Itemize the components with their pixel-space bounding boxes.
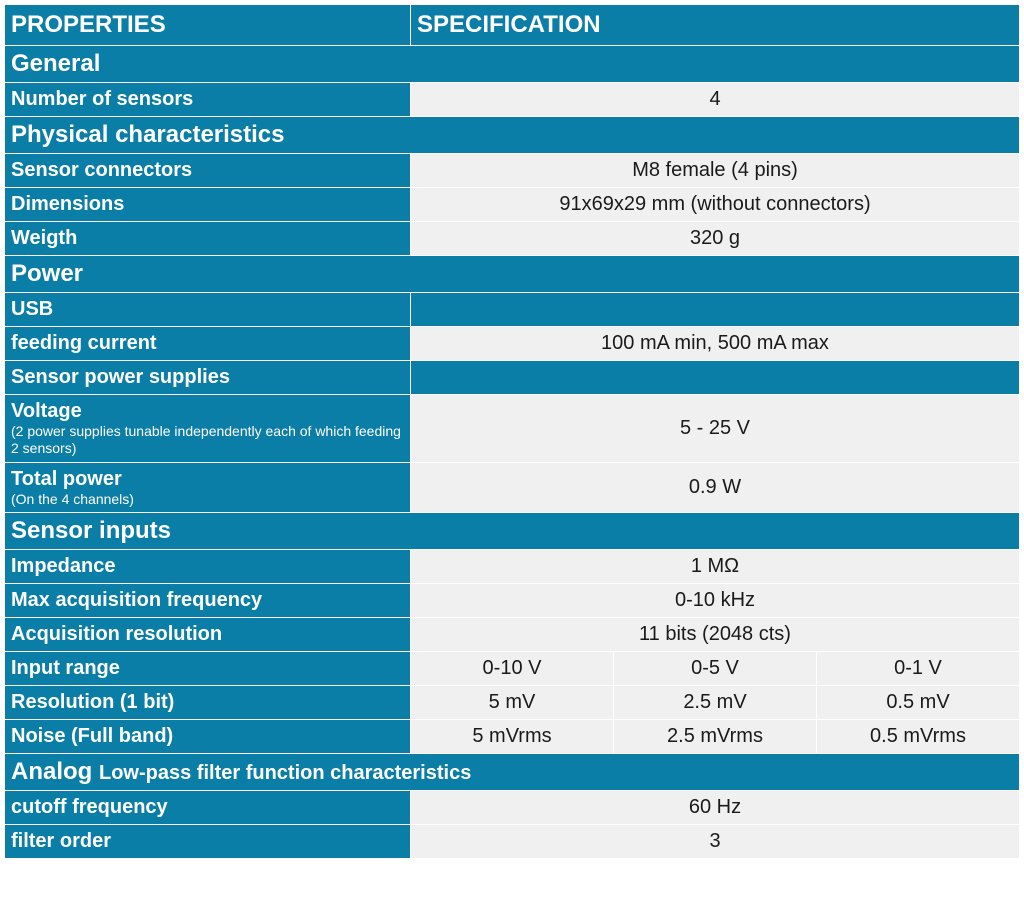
prop-label: Number of sensors <box>5 83 411 117</box>
prop-value: 0-5 V <box>614 652 817 686</box>
spec-table: PROPERTIES SPECIFICATION General Number … <box>4 4 1020 859</box>
table-row: Voltage (2 power supplies tunable indepe… <box>5 395 1020 463</box>
prop-text: Total power <box>11 468 122 490</box>
table-header-row: PROPERTIES SPECIFICATION <box>5 5 1020 46</box>
table-row: Weigth 320 g <box>5 222 1020 256</box>
table-row: feeding current 100 mA min, 500 mA max <box>5 327 1020 361</box>
prop-value: 5 mVrms <box>411 720 614 754</box>
prop-value: 2.5 mV <box>614 686 817 720</box>
table-row: Input range 0-10 V 0-5 V 0-1 V <box>5 652 1020 686</box>
section-general: General <box>5 46 1020 83</box>
prop-value-blank <box>411 361 1020 395</box>
prop-value: 100 mA min, 500 mA max <box>411 327 1020 361</box>
prop-note: (On the 4 channels) <box>11 491 404 508</box>
table-row: Noise (Full band) 5 mVrms 2.5 mVrms 0.5 … <box>5 720 1020 754</box>
col-properties: PROPERTIES <box>5 5 411 46</box>
table-row: cutoff frequency 60 Hz <box>5 791 1020 825</box>
prop-label: Voltage (2 power supplies tunable indepe… <box>5 395 411 463</box>
prop-label: Weigth <box>5 222 411 256</box>
prop-value: 91x69x29 mm (without connectors) <box>411 188 1020 222</box>
prop-value: 4 <box>411 83 1020 117</box>
prop-value: 5 - 25 V <box>411 395 1020 463</box>
table-row: filter order 3 <box>5 825 1020 859</box>
prop-value: 320 g <box>411 222 1020 256</box>
prop-value: 1 MΩ <box>411 550 1020 584</box>
prop-value: 0-10 kHz <box>411 584 1020 618</box>
table-row: Sensor power supplies <box>5 361 1020 395</box>
prop-text: Voltage <box>11 400 82 422</box>
prop-value: 5 mV <box>411 686 614 720</box>
section-physical: Physical characteristics <box>5 117 1020 154</box>
table-row: Sensor connectors M8 female (4 pins) <box>5 154 1020 188</box>
prop-value: M8 female (4 pins) <box>411 154 1020 188</box>
prop-label: cutoff frequency <box>5 791 411 825</box>
prop-value: 2.5 mVrms <box>614 720 817 754</box>
prop-value: 0.5 mVrms <box>817 720 1020 754</box>
table-row: Dimensions 91x69x29 mm (without connecto… <box>5 188 1020 222</box>
prop-value-blank <box>411 293 1020 327</box>
prop-value: 0-10 V <box>411 652 614 686</box>
table-row: Max acquisition frequency 0-10 kHz <box>5 584 1020 618</box>
prop-label: Total power (On the 4 channels) <box>5 462 411 513</box>
prop-label: Impedance <box>5 550 411 584</box>
subsection-sensor-power: Sensor power supplies <box>5 361 411 395</box>
prop-value: 0.9 W <box>411 462 1020 513</box>
table-row: Acquisition resolution 11 bits (2048 cts… <box>5 618 1020 652</box>
prop-value: 0-1 V <box>817 652 1020 686</box>
prop-label: Max acquisition frequency <box>5 584 411 618</box>
section-text-large: Analog <box>11 758 99 785</box>
section-power: Power <box>5 256 1020 293</box>
table-row: USB <box>5 293 1020 327</box>
section-lowpass: Analog Low-pass filter function characte… <box>5 754 1020 791</box>
table-row: Number of sensors 4 <box>5 83 1020 117</box>
prop-label: Noise (Full band) <box>5 720 411 754</box>
prop-label: Resolution (1 bit) <box>5 686 411 720</box>
prop-value: 0.5 mV <box>817 686 1020 720</box>
prop-note: (2 power supplies tunable independently … <box>11 423 404 457</box>
section-sensor-inputs: Sensor inputs <box>5 513 1020 550</box>
col-specification: SPECIFICATION <box>411 5 1020 46</box>
prop-label: Acquisition resolution <box>5 618 411 652</box>
prop-value: 60 Hz <box>411 791 1020 825</box>
table-row: Total power (On the 4 channels) 0.9 W <box>5 462 1020 513</box>
prop-label: feeding current <box>5 327 411 361</box>
subsection-usb: USB <box>5 293 411 327</box>
prop-label: filter order <box>5 825 411 859</box>
prop-label: Dimensions <box>5 188 411 222</box>
prop-value: 3 <box>411 825 1020 859</box>
prop-value: 11 bits (2048 cts) <box>411 618 1020 652</box>
table-row: Impedance 1 MΩ <box>5 550 1020 584</box>
prop-label: Input range <box>5 652 411 686</box>
table-row: Resolution (1 bit) 5 mV 2.5 mV 0.5 mV <box>5 686 1020 720</box>
prop-label: Sensor connectors <box>5 154 411 188</box>
section-text-small: Low-pass filter function characteristics <box>99 762 471 784</box>
